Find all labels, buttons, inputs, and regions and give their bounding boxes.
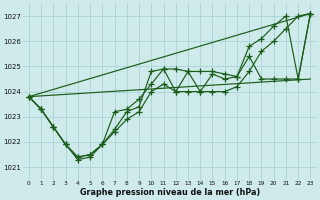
X-axis label: Graphe pression niveau de la mer (hPa): Graphe pression niveau de la mer (hPa) bbox=[79, 188, 260, 197]
